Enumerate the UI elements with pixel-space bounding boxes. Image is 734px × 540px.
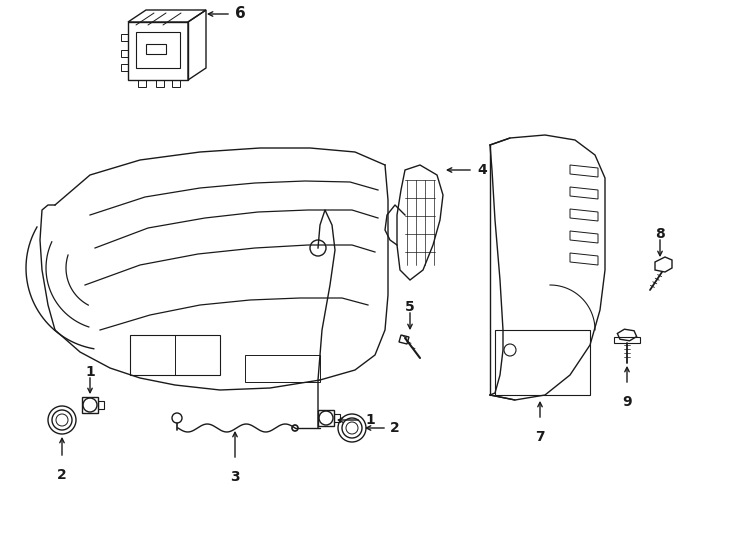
Text: 2: 2: [57, 468, 67, 482]
Text: 1: 1: [365, 413, 375, 427]
Text: 5: 5: [405, 300, 415, 314]
Text: 7: 7: [535, 430, 545, 444]
Text: 3: 3: [230, 470, 240, 484]
Text: 1: 1: [85, 365, 95, 379]
Text: 4: 4: [477, 163, 487, 177]
Text: 2: 2: [390, 421, 400, 435]
Text: 8: 8: [655, 227, 665, 241]
Text: 9: 9: [622, 395, 632, 409]
Text: 6: 6: [235, 6, 246, 22]
